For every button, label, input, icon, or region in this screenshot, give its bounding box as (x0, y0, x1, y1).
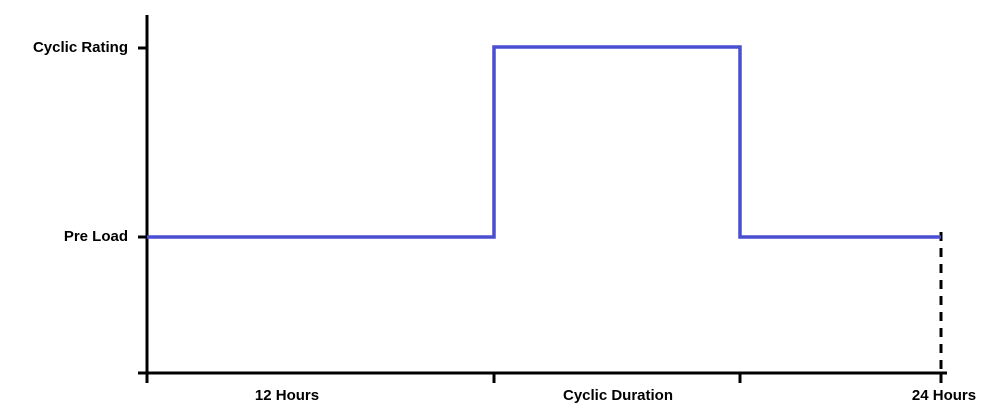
x-label: 12 Hours (255, 387, 319, 404)
x-label: Cyclic Duration (563, 387, 673, 404)
y-label: Cyclic Rating (33, 39, 128, 56)
load-profile (147, 45, 941, 239)
x-label: 24 Hours (912, 387, 976, 404)
y-label: Pre Load (64, 228, 128, 245)
